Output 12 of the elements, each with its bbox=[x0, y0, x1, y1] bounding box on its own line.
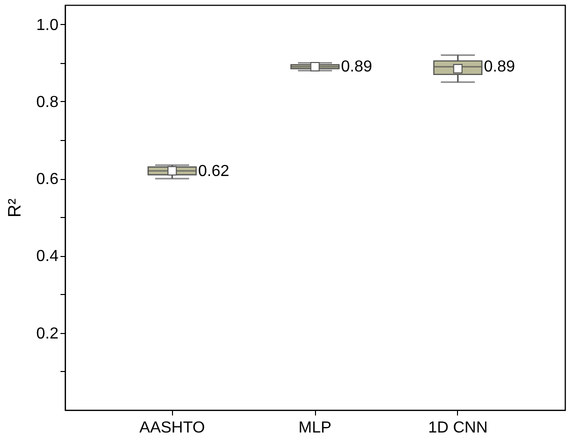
x-tick-label: 1D CNN bbox=[428, 420, 488, 436]
annotation: 0.89 bbox=[484, 58, 516, 76]
y-tick-label: 0.2 bbox=[36, 325, 59, 342]
y-tick-label: 1.0 bbox=[36, 16, 59, 34]
annotation: 0.89 bbox=[341, 58, 372, 76]
y-tick-label: 0.4 bbox=[36, 248, 59, 266]
y-tick-label: 0.6 bbox=[36, 171, 59, 188]
annotation: 0.62 bbox=[198, 162, 230, 180]
x-tick-label: MLP bbox=[298, 420, 332, 436]
y-axis-title: R² bbox=[4, 198, 24, 218]
y-tick-label: 0.8 bbox=[36, 94, 59, 111]
x-tick-label: AASHTO bbox=[139, 420, 205, 436]
